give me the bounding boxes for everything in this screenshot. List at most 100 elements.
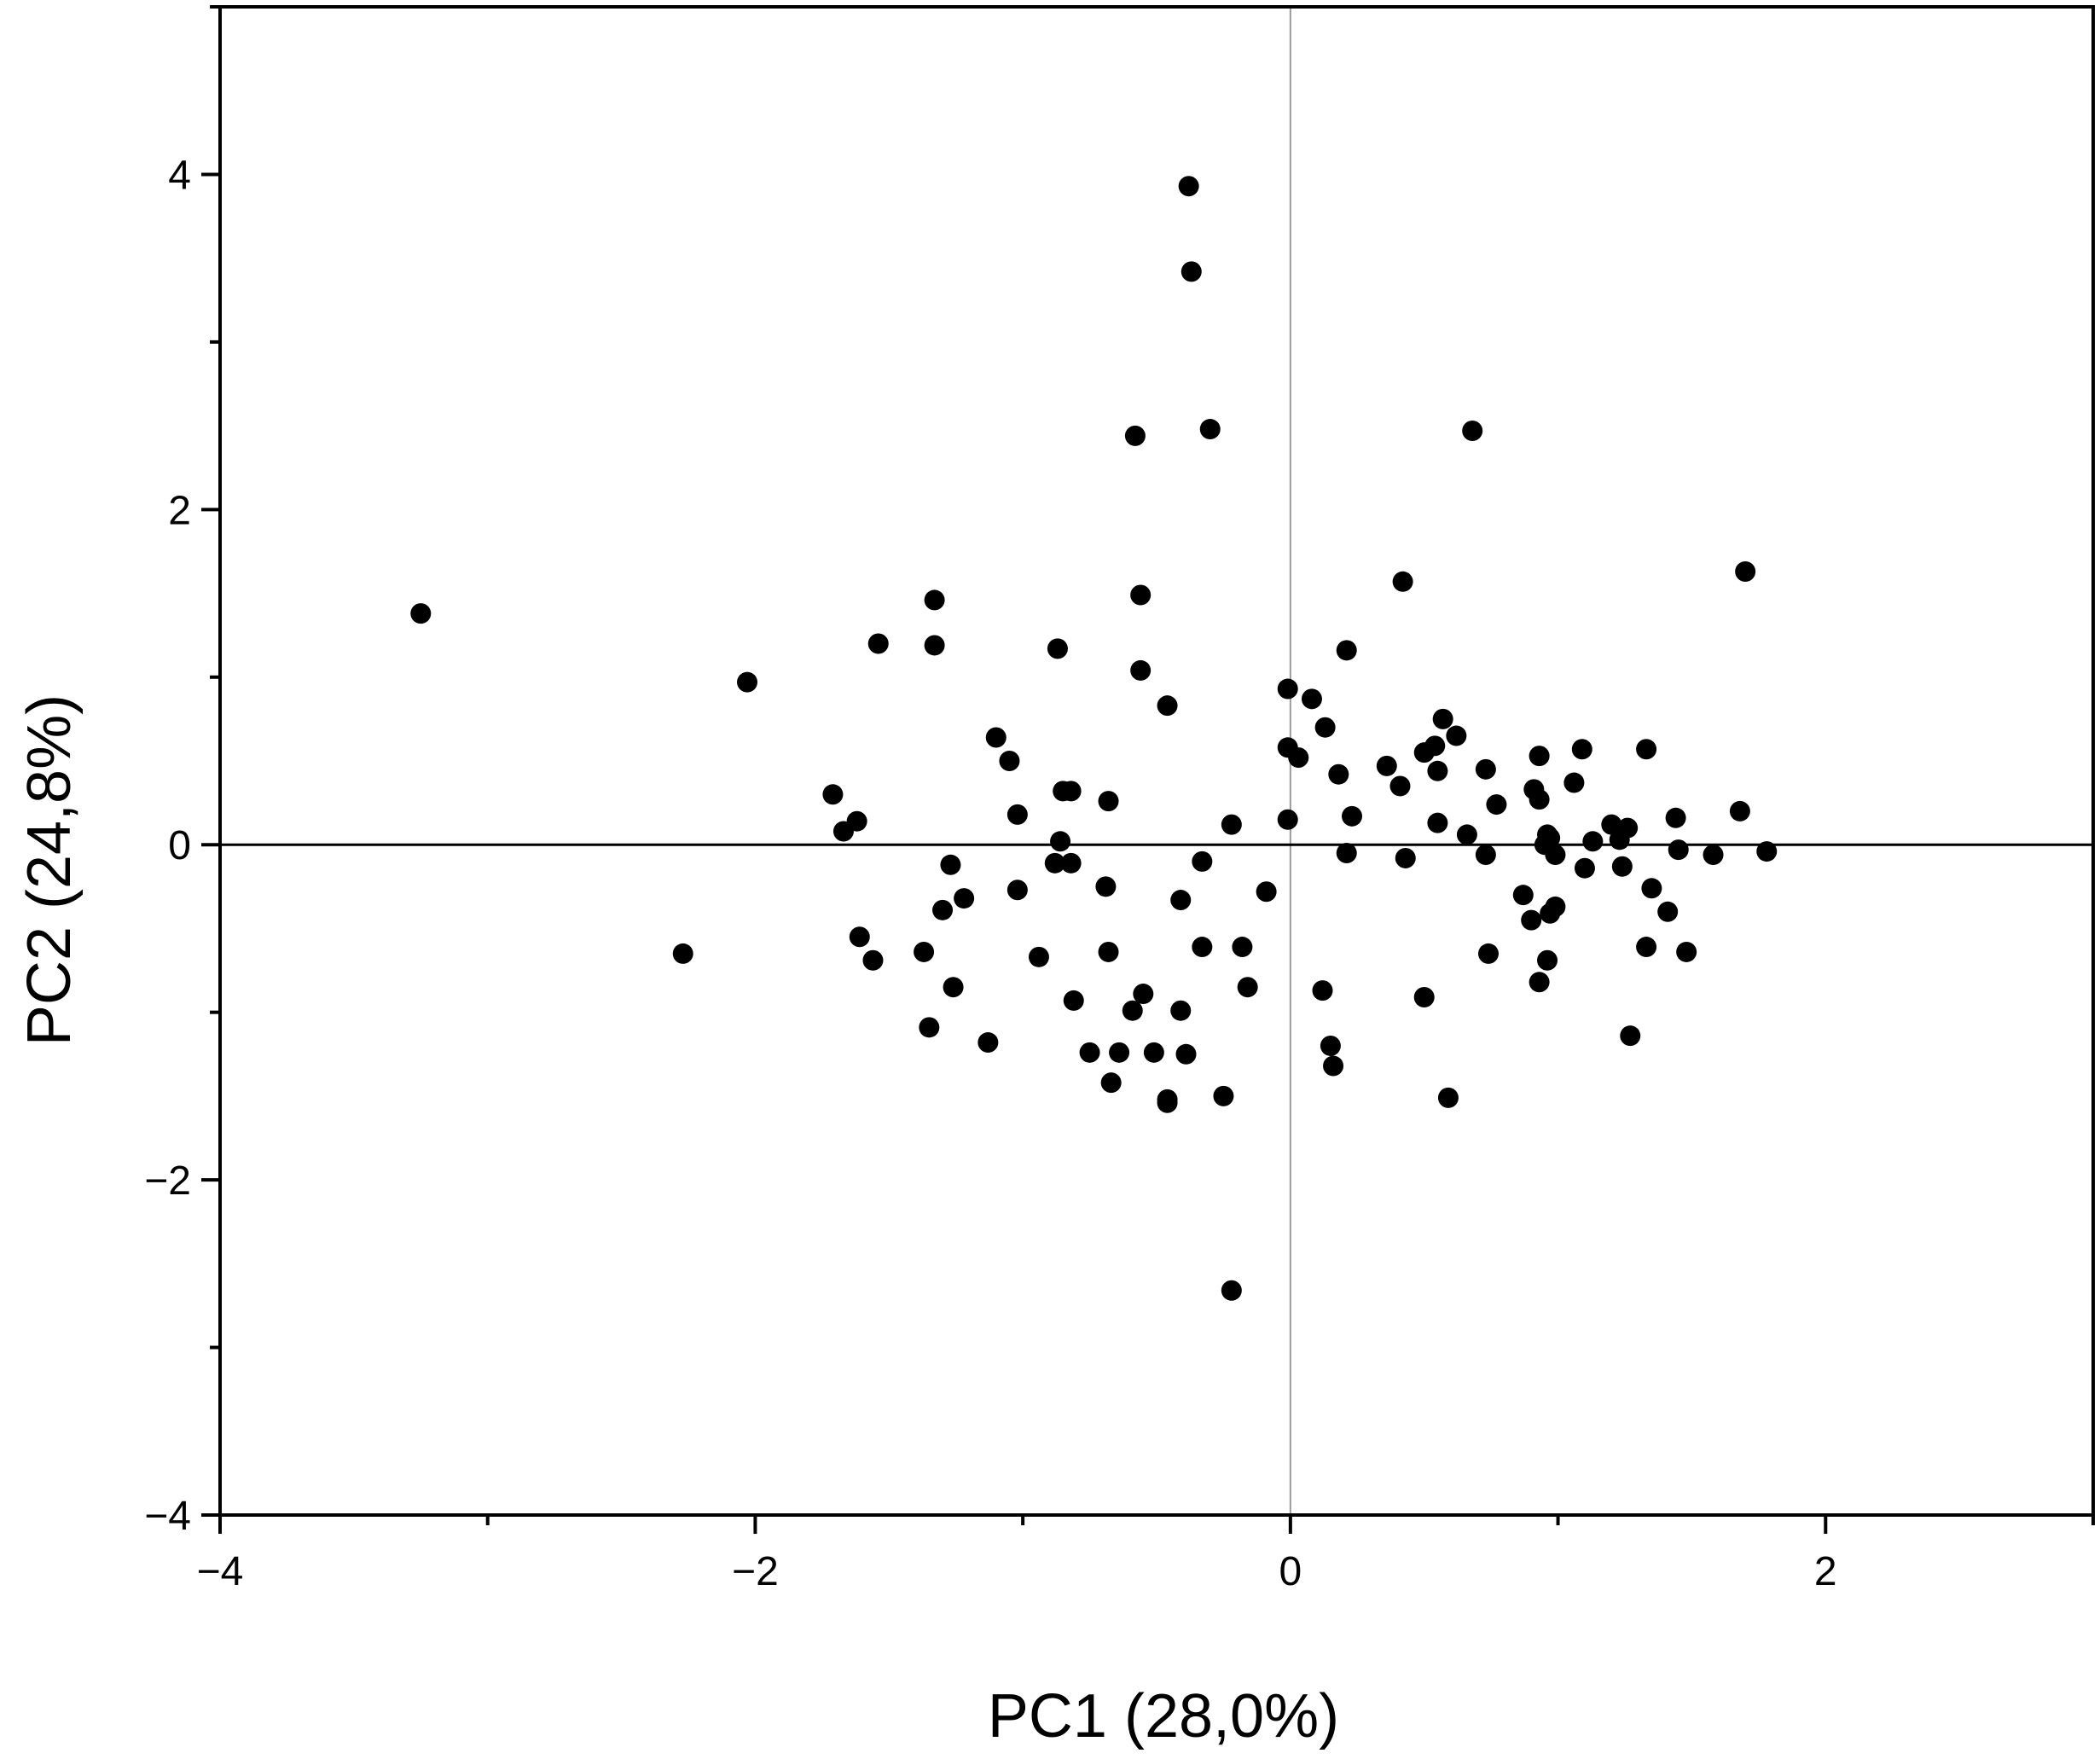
data-point xyxy=(1336,640,1357,661)
data-point xyxy=(1437,1087,1459,1108)
x-tick-label: 0 xyxy=(1279,1549,1302,1594)
data-point xyxy=(846,810,867,832)
data-point xyxy=(1446,725,1467,746)
data-point xyxy=(1636,937,1657,958)
data-point xyxy=(1392,571,1413,592)
y-tick-label: 2 xyxy=(168,488,191,533)
data-point xyxy=(914,941,935,962)
data-point xyxy=(1395,847,1416,868)
data-point xyxy=(1047,638,1068,659)
y-tick-label: 4 xyxy=(168,153,191,198)
data-point xyxy=(1050,831,1071,852)
data-point xyxy=(672,943,693,964)
data-point xyxy=(1676,941,1697,962)
data-point xyxy=(1342,805,1363,827)
x-tick-label: 2 xyxy=(1814,1549,1837,1594)
data-point xyxy=(1620,1025,1641,1047)
data-point xyxy=(1143,1042,1164,1063)
data-point xyxy=(1328,763,1349,785)
data-point xyxy=(1170,890,1192,911)
data-point xyxy=(1192,937,1213,958)
data-point xyxy=(737,671,758,693)
data-point xyxy=(1512,885,1534,906)
axes: −4 −2 0 2 −4 −2 0 2 4 xyxy=(144,5,2095,1594)
data-point xyxy=(1668,839,1689,861)
data-point xyxy=(924,589,945,611)
data-point xyxy=(1703,845,1724,866)
data-point xyxy=(1478,943,1500,964)
data-point xyxy=(1475,758,1496,780)
data-point xyxy=(1063,990,1084,1011)
data-point xyxy=(1486,794,1507,816)
data-point xyxy=(1636,739,1657,760)
data-point xyxy=(1320,1035,1341,1056)
data-points xyxy=(410,176,1778,1301)
data-point xyxy=(1756,841,1778,862)
data-point xyxy=(1060,852,1082,874)
data-point xyxy=(1044,852,1065,874)
data-point xyxy=(1729,800,1750,821)
data-point xyxy=(919,1017,940,1038)
data-point xyxy=(1389,775,1411,797)
data-point xyxy=(1563,772,1585,793)
data-point xyxy=(1213,1085,1234,1106)
data-point xyxy=(1133,984,1154,1005)
data-point xyxy=(1427,760,1448,781)
data-point xyxy=(862,949,884,971)
data-point xyxy=(1312,980,1333,1001)
data-point xyxy=(1098,791,1119,812)
data-point xyxy=(1432,708,1453,729)
data-point xyxy=(1314,717,1336,738)
y-axis-title: PC2 (24,8%) xyxy=(15,694,84,1046)
x-tick-label: −2 xyxy=(732,1549,779,1594)
data-point xyxy=(1199,419,1221,440)
data-point xyxy=(1582,831,1604,852)
data-point xyxy=(1232,937,1253,958)
data-point xyxy=(1130,659,1152,681)
data-point xyxy=(1221,1280,1242,1301)
data-point xyxy=(1178,176,1199,197)
data-point xyxy=(924,635,945,656)
data-point xyxy=(1537,949,1558,971)
data-point xyxy=(822,784,844,805)
data-point xyxy=(1277,809,1298,830)
data-point xyxy=(1157,695,1178,717)
data-point xyxy=(1336,843,1357,864)
data-point xyxy=(932,899,954,920)
data-point xyxy=(1098,941,1119,962)
data-point xyxy=(943,977,964,998)
data-point xyxy=(1079,1042,1100,1063)
data-point xyxy=(977,1032,999,1054)
data-point xyxy=(1301,688,1322,710)
data-point xyxy=(1462,421,1483,442)
data-point xyxy=(1376,755,1397,776)
data-point xyxy=(1617,817,1639,839)
y-tick-label: −4 xyxy=(144,1494,191,1539)
data-point xyxy=(1427,812,1448,833)
data-point xyxy=(999,751,1020,771)
data-point xyxy=(1175,1043,1197,1065)
data-point xyxy=(1475,845,1496,866)
data-point xyxy=(1611,856,1633,877)
plot-frame xyxy=(218,5,2095,1517)
data-point xyxy=(1157,1092,1178,1113)
data-point xyxy=(410,603,432,624)
data-point xyxy=(1256,881,1277,903)
data-point xyxy=(1545,845,1566,866)
data-point xyxy=(1665,807,1686,828)
data-point xyxy=(1277,678,1298,700)
data-point xyxy=(1006,880,1028,901)
data-point xyxy=(1540,827,1561,849)
data-point xyxy=(1571,739,1592,760)
data-point xyxy=(867,633,889,654)
data-point xyxy=(1574,857,1595,879)
data-point xyxy=(1456,824,1477,845)
data-point xyxy=(1288,747,1309,769)
data-point xyxy=(1028,946,1049,967)
data-point xyxy=(1601,814,1622,835)
y-tick-label: −2 xyxy=(144,1158,191,1204)
data-point xyxy=(1413,986,1435,1007)
data-point xyxy=(849,926,870,948)
data-point xyxy=(1122,1000,1143,1021)
